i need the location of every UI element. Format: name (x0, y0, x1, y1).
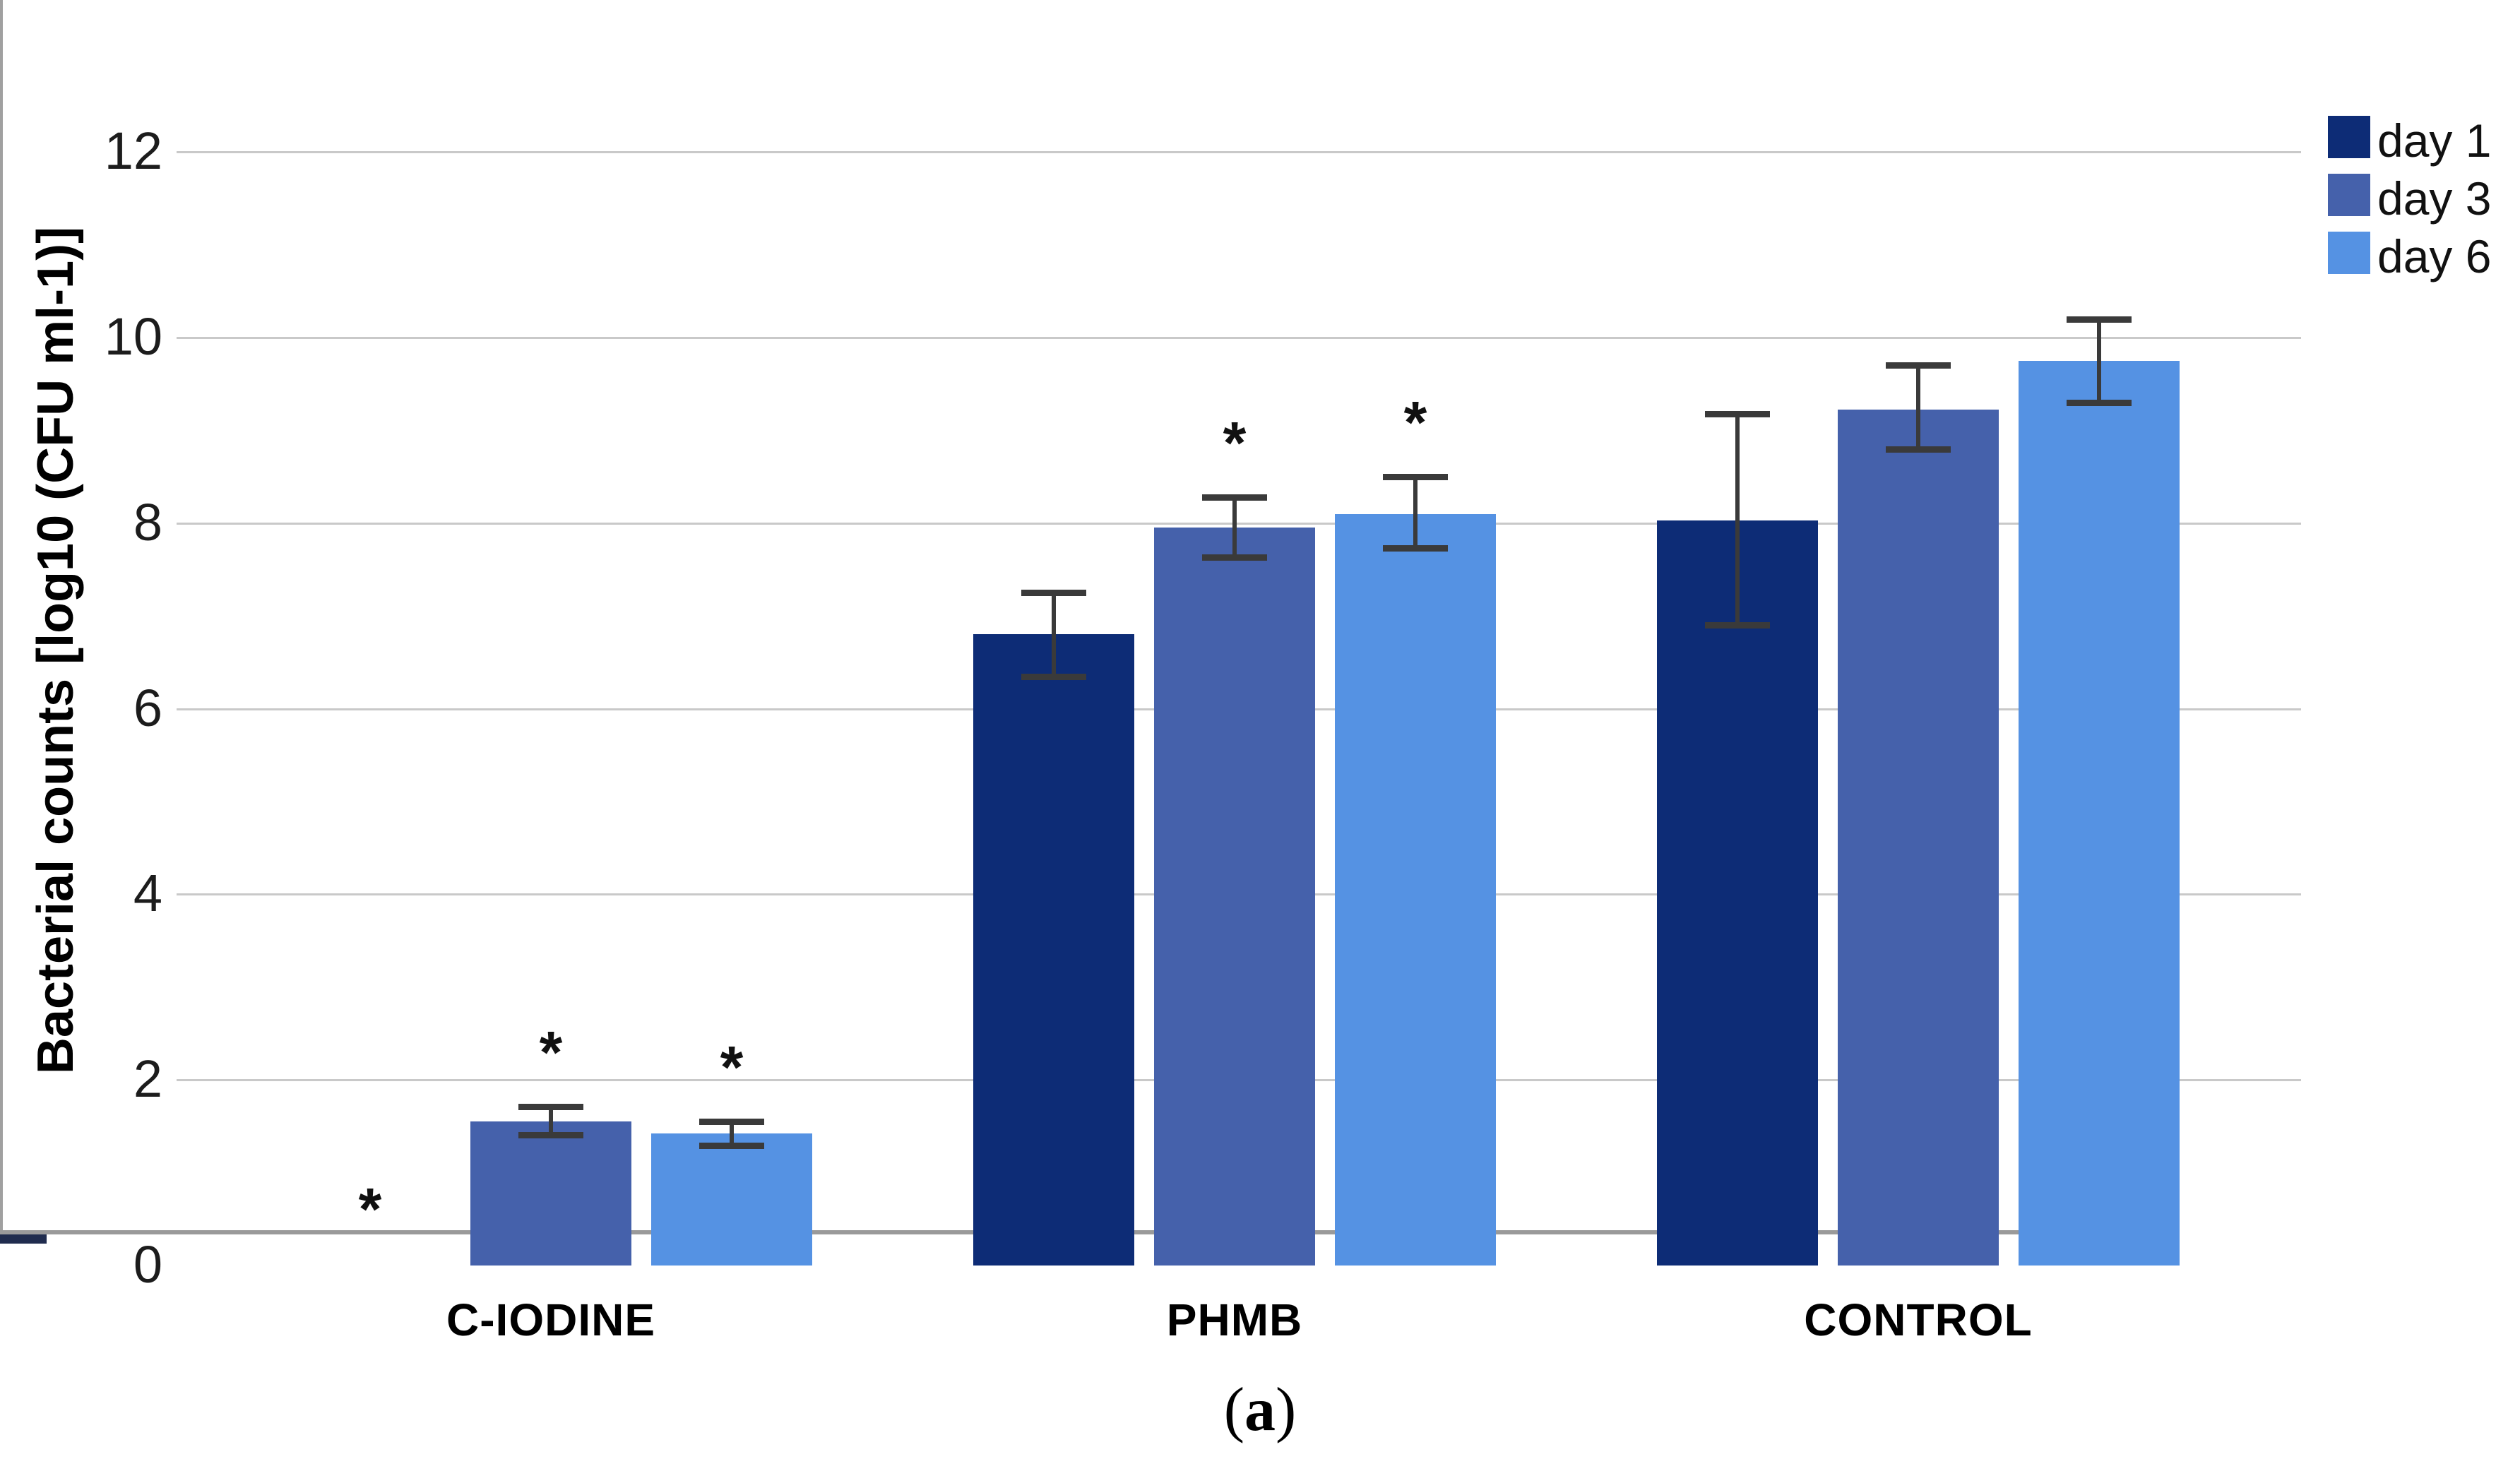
error-bar-top-cap (1021, 590, 1086, 597)
y-tick-label: 10 (104, 307, 162, 366)
significance-asterisk: * (539, 1018, 563, 1085)
significance-asterisk: * (720, 1033, 744, 1100)
caption-close-paren: ) (1276, 1376, 1297, 1444)
bar (1335, 513, 1496, 1266)
error-bar-top-cap (1383, 474, 1448, 481)
legend-swatch (2328, 116, 2370, 158)
error-bar-bottom-cap (1021, 673, 1086, 680)
x-category-label: C-IODINE (446, 1294, 655, 1345)
error-bar (2097, 318, 2101, 403)
caption-letter: a (1244, 1376, 1276, 1444)
y-tick-label: 8 (133, 492, 162, 552)
bar (973, 634, 1134, 1266)
error-bar-bottom-cap (518, 1131, 583, 1138)
bar (2019, 360, 2180, 1266)
gridline (177, 337, 2301, 339)
significance-asterisk: * (358, 1176, 382, 1243)
near-zero-bar-dash (0, 1234, 47, 1244)
gridline (177, 522, 2301, 525)
x-category-label: CONTROL (1804, 1294, 2033, 1345)
legend-label: day 6 (2377, 230, 2492, 282)
gridline (177, 151, 2301, 154)
error-bar (1232, 497, 1237, 558)
x-category-label: PHMB (1166, 1294, 1303, 1345)
error-bar-bottom-cap (1886, 446, 1951, 453)
error-bar-top-cap (2067, 316, 2132, 323)
y-axis-line (0, 0, 3, 1230)
error-bar-top-cap (1886, 362, 1951, 369)
legend-label: day 3 (2377, 172, 2492, 225)
y-tick-label: 4 (133, 864, 162, 923)
legend-label: day 1 (2377, 114, 2492, 167)
bar (470, 1121, 631, 1266)
y-tick-label: 0 (133, 1235, 162, 1294)
error-bar-bottom-cap (2067, 399, 2132, 406)
error-bar (1052, 592, 1056, 677)
y-tick-label: 2 (133, 1049, 162, 1109)
error-bar (1413, 477, 1418, 549)
error-bar (1916, 365, 1920, 449)
error-bar-top-cap (1202, 494, 1267, 501)
significance-asterisk: * (1403, 388, 1427, 455)
legend-swatch (2328, 174, 2370, 216)
error-bar-top-cap (699, 1119, 764, 1126)
error-bar (730, 1121, 734, 1146)
y-tick-label: 6 (133, 678, 162, 737)
error-bar (1735, 413, 1740, 626)
bar (651, 1133, 812, 1266)
bar (1657, 520, 1818, 1266)
y-tick-label: 12 (104, 121, 162, 181)
error-bar-top-cap (1705, 410, 1770, 417)
legend-swatch (2328, 232, 2370, 274)
error-bar-top-cap (518, 1104, 583, 1111)
figure-caption: (a) (0, 1374, 2520, 1446)
error-bar (549, 1107, 553, 1135)
error-bar-bottom-cap (1202, 554, 1267, 561)
error-bar-bottom-cap (699, 1143, 764, 1150)
caption-open-paren: ( (1223, 1376, 1244, 1444)
bar (1838, 410, 1999, 1266)
error-bar-bottom-cap (1383, 545, 1448, 552)
bar (1154, 528, 1315, 1266)
significance-asterisk: * (1223, 409, 1247, 476)
error-bar-bottom-cap (1705, 622, 1770, 629)
